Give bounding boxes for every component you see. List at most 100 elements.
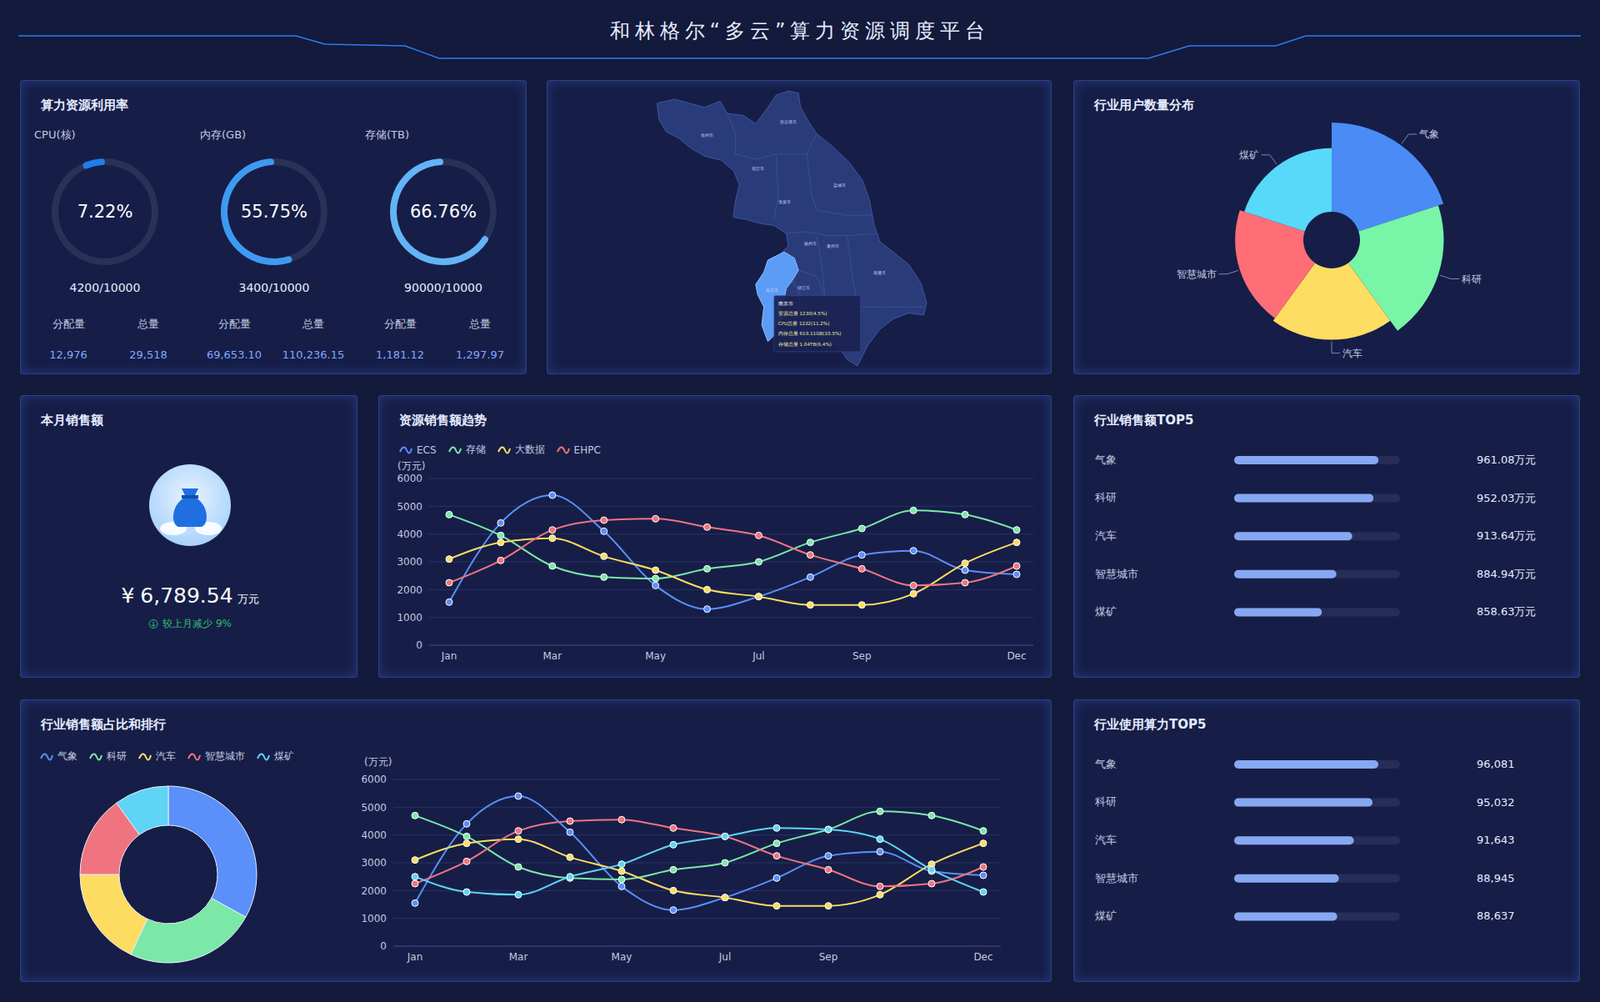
- svg-text:镇江市: 镇江市: [796, 285, 810, 290]
- svg-text:气象: 气象: [1095, 453, 1117, 466]
- svg-text:913.64万元: 913.64万元: [1476, 529, 1537, 542]
- svg-text:88,637: 88,637: [1476, 909, 1515, 922]
- svg-text:91,643: 91,643: [1476, 833, 1515, 846]
- svg-text:5000: 5000: [360, 801, 387, 814]
- svg-text:气象: 气象: [1095, 757, 1117, 770]
- svg-text:Mar: Mar: [509, 950, 529, 963]
- svg-text:南通市: 南通市: [873, 270, 886, 275]
- svg-text:CPU总量 1232(11.2%): CPU总量 1232(11.2%): [778, 320, 830, 326]
- html-text:12,976: 12,976: [49, 347, 88, 361]
- html-text:EHPC: EHPC: [573, 443, 601, 456]
- svg-text:3000: 3000: [396, 555, 423, 568]
- html-text:存储(TB): 存储(TB): [365, 128, 410, 141]
- svg-text:盐城市: 盐城市: [833, 182, 846, 188]
- html-text:分配量: 分配量: [217, 317, 251, 330]
- svg-text:Dec: Dec: [1006, 650, 1026, 662]
- svg-text:858.63万元: 858.63万元: [1476, 605, 1537, 618]
- svg-text:南京市: 南京市: [765, 287, 779, 293]
- svg-text:淮安市: 淮安市: [778, 199, 791, 205]
- html-text:和林格尔“多云”算力资源调度平台: 和林格尔“多云”算力资源调度平台: [609, 19, 991, 43]
- svg-text:气象: 气象: [1419, 128, 1440, 140]
- html-text:1,181.12: 1,181.12: [375, 347, 425, 361]
- html-text:总量: 总量: [302, 317, 325, 330]
- svg-text:智慧城市: 智慧城市: [1095, 567, 1139, 580]
- svg-text:May: May: [645, 650, 666, 662]
- svg-text:Jul: Jul: [751, 650, 765, 662]
- html-text:ECS: ECS: [416, 443, 437, 456]
- html-text:69,653.10: 69,653.10: [206, 347, 262, 361]
- svg-text:961.08万元: 961.08万元: [1476, 453, 1537, 466]
- html-text:行业使用算力TOP5: 行业使用算力TOP5: [1094, 716, 1207, 732]
- svg-text:汽车: 汽车: [1095, 529, 1117, 542]
- svg-text:Jan: Jan: [440, 650, 458, 662]
- svg-text:88,945: 88,945: [1476, 871, 1515, 885]
- svg-text:Mar: Mar: [542, 650, 562, 662]
- svg-text:煤矿: 煤矿: [1095, 605, 1117, 618]
- svg-text:5000: 5000: [396, 500, 423, 513]
- svg-text:南京市: 南京市: [778, 300, 794, 306]
- html-text:行业销售额TOP5: 行业销售额TOP5: [1094, 412, 1194, 428]
- html-text:行业用户数量分布: 行业用户数量分布: [1094, 97, 1195, 113]
- svg-text:科研: 科研: [1461, 273, 1482, 285]
- html-text:29,518: 29,518: [129, 347, 168, 361]
- html-text:66.76%: 66.76%: [410, 201, 477, 222]
- svg-text:1000: 1000: [360, 912, 387, 925]
- svg-text:宿迁市: 宿迁市: [751, 165, 765, 171]
- html-text:本月销售额: 本月销售额: [40, 412, 104, 428]
- svg-text:2000: 2000: [396, 584, 423, 596]
- svg-text:Dec: Dec: [973, 950, 993, 963]
- svg-text:6000: 6000: [360, 773, 387, 785]
- html-text:行业销售额占比和排行: 行业销售额占比和排行: [40, 716, 166, 732]
- svg-text:Sep: Sep: [852, 650, 872, 662]
- html-text:4200/10000: 4200/10000: [69, 280, 141, 295]
- html-text:¥ 6,789.54 万元: ¥ 6,789.54 万元: [121, 582, 259, 608]
- svg-text:智慧城市: 智慧城市: [1095, 871, 1139, 885]
- svg-text:内存总量 619.11GB(10.5%): 内存总量 619.11GB(10.5%): [778, 330, 842, 336]
- svg-text:科研: 科研: [1095, 490, 1117, 504]
- html-text:55.75%: 55.75%: [240, 201, 308, 222]
- svg-text:0: 0: [415, 639, 423, 651]
- svg-text:连云港市: 连云港市: [780, 119, 797, 125]
- svg-text:汽车: 汽车: [1342, 347, 1363, 360]
- svg-text:6000: 6000: [396, 472, 423, 485]
- svg-text:资源总量 1230(4.5%): 资源总量 1230(4.5%): [778, 310, 828, 316]
- html-text:3400/10000: 3400/10000: [238, 280, 310, 295]
- html-text:分配量: 分配量: [383, 317, 417, 330]
- svg-text:1000: 1000: [396, 611, 423, 624]
- html-text:总量: 总量: [137, 317, 160, 330]
- svg-text:泰州市: 泰州市: [826, 243, 840, 249]
- svg-text:Jul: Jul: [718, 950, 731, 963]
- html-text:资源销售额趋势: 资源销售额趋势: [399, 412, 487, 428]
- svg-text:0: 0: [380, 940, 387, 952]
- svg-text:96,081: 96,081: [1476, 757, 1515, 770]
- svg-text:Jan: Jan: [406, 950, 424, 963]
- svg-text:煤矿: 煤矿: [1095, 909, 1117, 922]
- html-text:内存(GB): 内存(GB): [200, 128, 246, 141]
- svg-text:汽车: 汽车: [1095, 833, 1117, 846]
- svg-text:4000: 4000: [396, 528, 423, 540]
- html-text:90000/10000: 90000/10000: [404, 280, 483, 295]
- svg-text:煤矿: 煤矿: [1239, 149, 1260, 161]
- svg-text:智慧城市: 智慧城市: [1176, 268, 1217, 280]
- svg-text:4000: 4000: [360, 829, 387, 841]
- html-text:1,297.97: 1,297.97: [455, 347, 505, 361]
- svg-text:科研: 科研: [1095, 795, 1117, 808]
- html-text:CPU(核): CPU(核): [34, 128, 76, 141]
- html-text:分配量: 分配量: [52, 317, 85, 330]
- svg-text:Sep: Sep: [819, 950, 839, 963]
- svg-text:存储总量 1.04TB(6.4%): 存储总量 1.04TB(6.4%): [778, 341, 832, 347]
- svg-text:884.94万元: 884.94万元: [1476, 567, 1537, 580]
- html-text:(万元): (万元): [364, 755, 392, 768]
- svg-text:May: May: [611, 950, 633, 963]
- html-text:7.22%: 7.22%: [77, 201, 133, 222]
- svg-text:95,032: 95,032: [1476, 795, 1515, 809]
- svg-text:徐州市: 徐州市: [700, 132, 714, 138]
- html-text:总量: 总量: [469, 317, 491, 330]
- svg-text:2000: 2000: [360, 885, 387, 897]
- html-text:较上月减少 9%: 较上月减少 9%: [162, 617, 232, 629]
- html-text:110,236.15: 110,236.15: [282, 347, 345, 361]
- svg-text:952.03万元: 952.03万元: [1476, 491, 1537, 505]
- svg-text:3000: 3000: [360, 856, 387, 869]
- svg-text:扬州市: 扬州市: [804, 240, 817, 246]
- html-text:算力资源利用率: 算力资源利用率: [40, 97, 129, 113]
